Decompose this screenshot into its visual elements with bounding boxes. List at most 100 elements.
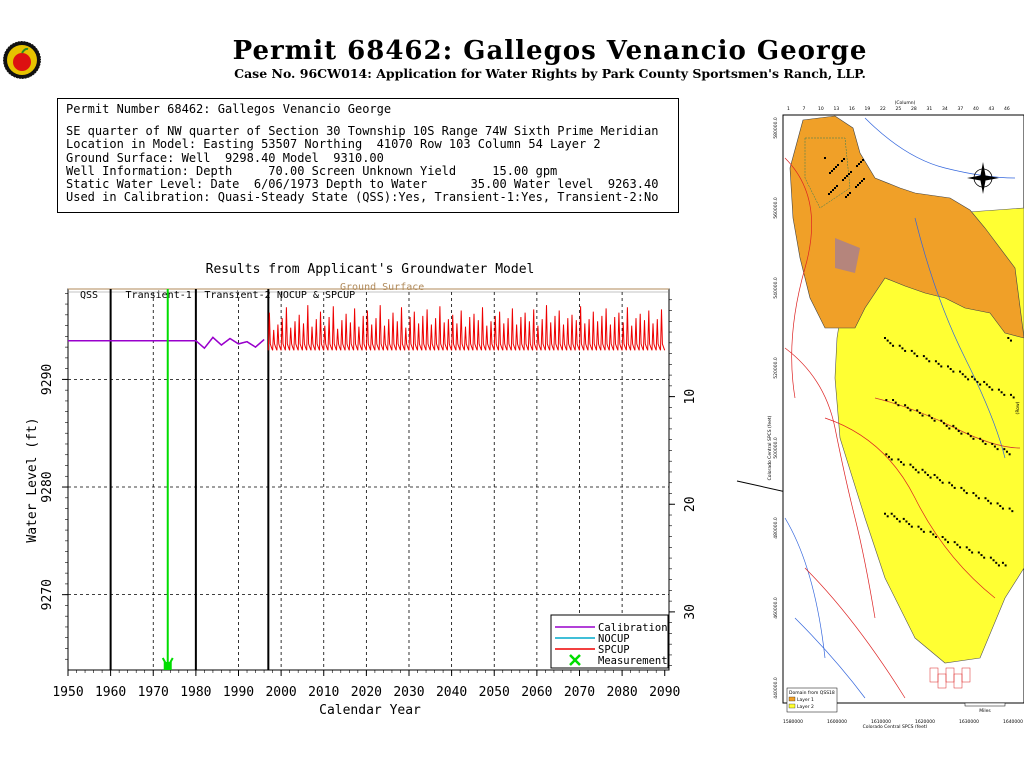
info-line-well-info: Well Information: Depth 70.00 Screen Unk… [66,163,558,178]
map-column-tick: 19 [865,106,871,112]
period-label: Transient-1 [126,290,192,301]
map-well-point [983,556,986,559]
period-label: Transient-2 [204,290,270,301]
map-well-point [914,468,917,471]
page-subtitle: Case No. 96CW014: Application for Water … [234,66,866,81]
map-well-point [904,349,907,352]
info-line-model-location: Location in Model: Easting 53507 Northin… [66,137,601,152]
map-well-point [847,194,849,196]
map-well-point [972,437,975,440]
map-well-point [953,486,956,489]
map-well-point [912,466,915,469]
map-well-point [850,171,852,173]
map-well-point [924,471,927,474]
map-stream-line [824,417,996,599]
map-well-point [892,344,895,347]
map-well-point [1008,453,1011,456]
map-well-point [977,497,980,500]
map-well-point [900,461,903,464]
y-tick-label: 9280 [40,471,55,502]
map-well-point [1001,561,1004,564]
x-tick-label: 2050 [479,685,510,700]
map-column-tick: 25 [896,106,902,112]
map-well-point [996,448,999,451]
info-line-calibration: Used in Calibration: Quasi-Steady State … [66,190,659,205]
map-well-point [921,468,924,471]
chart-title: Results from Applicant's Groundwater Mod… [206,262,535,277]
map-stream-line [914,217,1006,459]
map-column-tick: 43 [989,106,995,112]
map-well-point [1000,391,1003,394]
map-y-tick: 440000.0 [773,677,779,699]
map-well-point [902,463,905,466]
map-column-tick: 34 [942,106,948,112]
x-axis-label: Calendar Year [319,703,421,718]
map-well-point [932,533,935,536]
map-well-point [979,437,982,440]
map-well-point [831,170,833,172]
map-well-point [992,559,995,562]
map-well-point [834,187,836,189]
map-x-tick: 1610000 [871,719,891,725]
map-y-tick: 520000.0 [773,357,779,379]
x-tick-label: 2070 [564,685,595,700]
x-tick-label: 2020 [351,685,382,700]
map-well-point [845,196,847,198]
water-level-chart: Results from Applicant's Groundwater Mod… [25,262,698,718]
map-well-point [855,186,857,188]
x-tick-label: 1960 [95,685,126,700]
y2-tick-label: 30 [683,604,698,620]
x-tick-label: 2040 [436,685,467,700]
model-domain-map: 1 7 10 13 16 19 22 25 28 31 34 37 40 43 46 (Column) 5800… [767,100,1024,728]
map-well-point [909,409,912,412]
info-line-location: SE quarter of NW quarter of Section 30 T… [66,124,659,139]
map-well-point [841,160,843,162]
x-tick-label: 1980 [180,685,211,700]
map-well-point [904,404,907,407]
map-stream-line [784,517,826,659]
map-well-point [996,502,999,505]
map-well-point [884,337,886,339]
map-well-point [860,161,862,163]
map-column-tick: 16 [849,106,855,112]
map-well-point [917,471,920,474]
map-stream-line [804,567,906,699]
map-well-point [973,378,976,381]
map-well-point [940,419,943,422]
map-stream-line [784,347,876,619]
map-y-tick: 500000.0 [773,437,779,459]
map-stream-line [794,617,866,699]
map-y-tick: 460000.0 [773,597,779,619]
map-column-tick: 22 [880,106,886,112]
map-well-point [988,386,991,389]
map-well-point [995,561,998,564]
map-well-point [890,512,893,515]
x-tick-label: 1970 [138,685,169,700]
map-well-point [975,494,978,497]
y-tick-label: 9270 [40,579,55,610]
map-legend-swatch-layer2 [788,703,796,709]
map-well-point [902,517,905,520]
plot-frame [67,288,670,671]
map-stream-line [784,157,813,399]
map-well-point [929,476,932,479]
map-x-tick: 1640000 [1003,719,1023,725]
map-purple-zone [835,238,860,273]
map-well-point [967,378,970,381]
map-well-point [1003,448,1006,451]
map-well-point [1005,450,1008,453]
map-column-tick: 1 [787,106,790,112]
map-well-point [956,543,959,546]
map-well-point [985,383,988,386]
map-well-point [830,191,832,193]
map-column-tick: 28 [911,106,917,112]
map-x-tick: 1620000 [915,719,935,725]
map-well-point [963,489,966,492]
x-tick-label: 1990 [223,685,254,700]
map-well-point [936,476,939,479]
permit-info-box: Permit Number 68462: Gallegos Venancio G… [57,98,679,213]
map-well-point [981,440,984,443]
map-well-point [926,473,929,476]
